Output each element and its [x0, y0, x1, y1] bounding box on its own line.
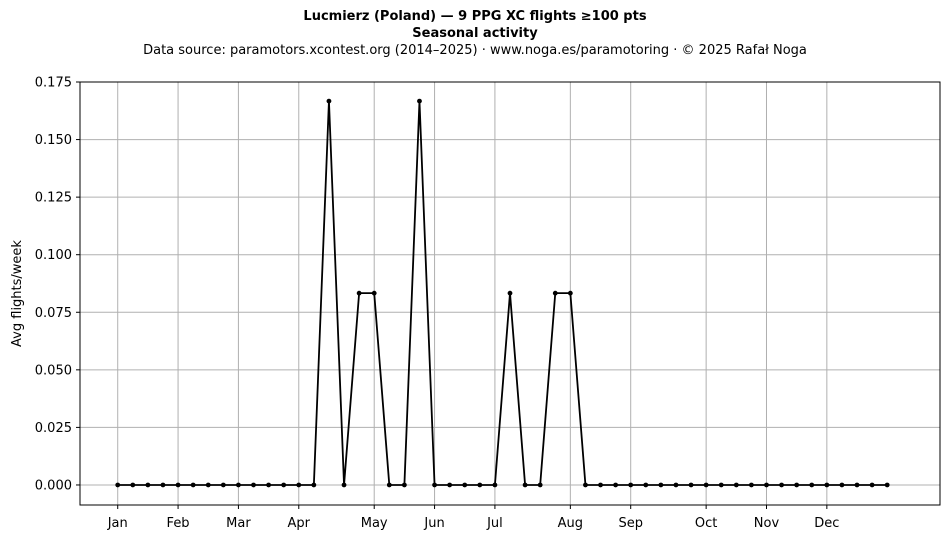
data-point	[401, 482, 407, 488]
data-point	[462, 482, 468, 488]
data-point	[869, 482, 875, 488]
data-point	[130, 482, 136, 488]
x-tick-label: May	[361, 516, 388, 531]
data-point	[583, 482, 588, 488]
plot-frame	[79, 81, 941, 506]
data-point	[220, 482, 226, 488]
data-point	[749, 482, 754, 488]
y-tick-label: 0.150	[35, 133, 72, 148]
data-point	[175, 482, 181, 488]
series-line	[117, 100, 888, 486]
data-point	[507, 290, 513, 296]
data-point	[537, 482, 543, 488]
data-point	[764, 482, 769, 488]
x-tick-label: Feb	[167, 516, 190, 531]
x-tick-label: Jul	[486, 516, 503, 531]
x-tick-label: Jan	[107, 516, 128, 531]
y-tick-label: 0.175	[35, 76, 72, 91]
data-point	[296, 482, 302, 488]
y-tick-label: 0.100	[35, 248, 72, 263]
data-point	[190, 482, 196, 488]
data-point	[386, 482, 392, 488]
y-tick-label: 0.050	[35, 363, 72, 378]
data-point	[884, 482, 890, 488]
data-point	[281, 482, 287, 488]
data-point	[779, 482, 784, 488]
data-point	[703, 482, 709, 488]
data-point	[205, 482, 211, 488]
data-point	[356, 290, 362, 296]
x-tick-label: Jun	[423, 516, 444, 531]
chart-titles: Lucmierz (Poland) — 9 PPG XC flights ≥10…	[0, 8, 950, 60]
data-point	[673, 482, 679, 488]
x-tick-label: Sep	[618, 516, 643, 531]
data-point	[492, 482, 498, 488]
data-point	[236, 482, 241, 488]
data-point	[628, 482, 634, 488]
data-source-note: Data source: paramotors.xcontest.org (20…	[143, 43, 807, 58]
data-point	[809, 482, 815, 488]
data-point	[658, 482, 664, 488]
x-tick-label: Dec	[814, 516, 839, 531]
data-point	[311, 482, 317, 488]
axes: 0.000 0.025 0.050 0.075 0.100 0.125 0.150 0.175…	[35, 76, 840, 532]
data-point	[854, 482, 860, 488]
data-point	[824, 482, 830, 488]
data-point	[839, 482, 845, 488]
chart-subtitle: Seasonal activity	[412, 26, 538, 41]
x-tick-label: Aug	[558, 516, 583, 531]
data-point	[598, 482, 603, 488]
data-point	[266, 482, 271, 488]
data-point	[251, 482, 256, 488]
data-point	[643, 482, 649, 488]
data-point	[477, 482, 483, 488]
data-point	[688, 482, 694, 488]
y-tick-label: 0.000	[35, 478, 72, 493]
y-tick-label: 0.125	[35, 191, 72, 206]
data-point	[718, 482, 724, 488]
data-point	[160, 482, 166, 488]
data-point	[567, 290, 573, 296]
data-point	[341, 482, 347, 488]
x-tick-label: Mar	[226, 516, 251, 531]
series-avg-flights	[115, 98, 890, 488]
data-point	[447, 482, 453, 488]
data-point	[371, 290, 377, 296]
y-tick-label: 0.025	[35, 421, 72, 436]
data-point	[613, 482, 619, 488]
x-tick-label: Oct	[695, 516, 717, 531]
data-point	[522, 482, 528, 488]
chart-title: Lucmierz (Poland) — 9 PPG XC flights ≥10…	[303, 9, 647, 24]
data-point	[417, 98, 422, 104]
x-tick-label: Apr	[288, 516, 311, 531]
data-point	[115, 482, 121, 488]
data-point	[794, 482, 800, 488]
data-point	[145, 482, 151, 488]
y-tick-label: 0.075	[35, 306, 72, 321]
x-tick-label: Nov	[754, 516, 780, 531]
data-point	[733, 482, 739, 488]
data-point	[326, 98, 332, 104]
data-point	[552, 290, 558, 296]
data-point	[432, 482, 437, 488]
y-axis-label: Avg flights/week	[10, 240, 25, 347]
